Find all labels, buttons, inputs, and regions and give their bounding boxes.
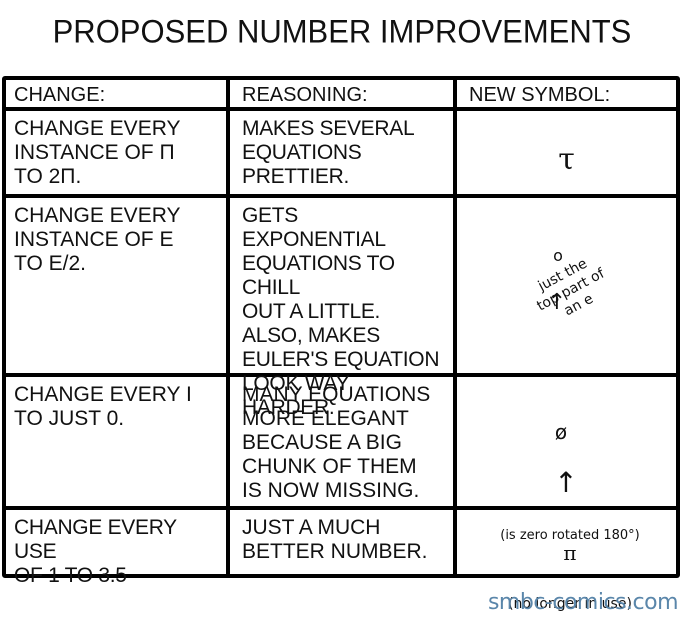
row3-symbol-note: (is zero rotated 180°) <box>500 528 640 543</box>
row3-reasoning: MANY EQUATIONS MORE ELEGANT BECAUSE A BI… <box>242 383 431 502</box>
improvements-table: CHANGE: REASONING: NEW SYMBOL: CHANGE EV… <box>2 76 683 612</box>
row1-symbol: τ <box>457 120 676 179</box>
row4-symbol-note: (no longer in use) <box>508 596 632 612</box>
header-new-symbol: NEW SYMBOL: <box>469 84 611 106</box>
row4-symbol: π (no longer in use) <box>457 514 683 644</box>
row4-change: CHANGE EVERY USE OF 1 TO 3.5 <box>14 516 177 587</box>
pi-symbol: π <box>563 541 577 565</box>
watermark-link[interactable]: smbc-comics.com <box>487 590 679 615</box>
row3-symbol: ø ↑ (is zero rotated 180°) <box>457 392 683 576</box>
header-change: CHANGE: <box>14 84 106 106</box>
row-divider <box>6 107 676 111</box>
tau-symbol: τ <box>558 142 575 177</box>
row-divider <box>6 506 676 510</box>
row2-reasoning: GETS EXPONENTIAL EQUATIONS TO CHILL OUT … <box>242 204 440 419</box>
comic-title: PROPOSED NUMBER IMPROVEMENTS <box>52 13 632 50</box>
row1-reasoning: MAKES SEVERAL EQUATIONS PRETTIER. <box>242 117 415 188</box>
top-of-e-symbol: o <box>553 246 563 265</box>
row1-change: CHANGE EVERY INSTANCE OF π TO 2π. <box>14 117 181 188</box>
row2-change: CHANGE EVERY INSTANCE OF e TO e/2. <box>14 204 181 275</box>
row3-change: CHANGE EVERY i TO JUST 0. <box>14 383 192 430</box>
arrow-up-icon: ↑ <box>547 290 567 315</box>
column-divider <box>453 80 457 574</box>
arrow-up-icon: ↑ <box>554 466 578 499</box>
row4-reasoning: JUST A MUCH BETTER NUMBER. <box>242 516 428 563</box>
row-divider <box>6 373 676 377</box>
column-divider <box>226 80 230 574</box>
row-divider <box>6 194 676 198</box>
header-reasoning: REASONING: <box>242 84 368 106</box>
rotated-zero-symbol: ø <box>554 420 568 444</box>
row2-symbol: o ↑ <box>457 216 667 342</box>
